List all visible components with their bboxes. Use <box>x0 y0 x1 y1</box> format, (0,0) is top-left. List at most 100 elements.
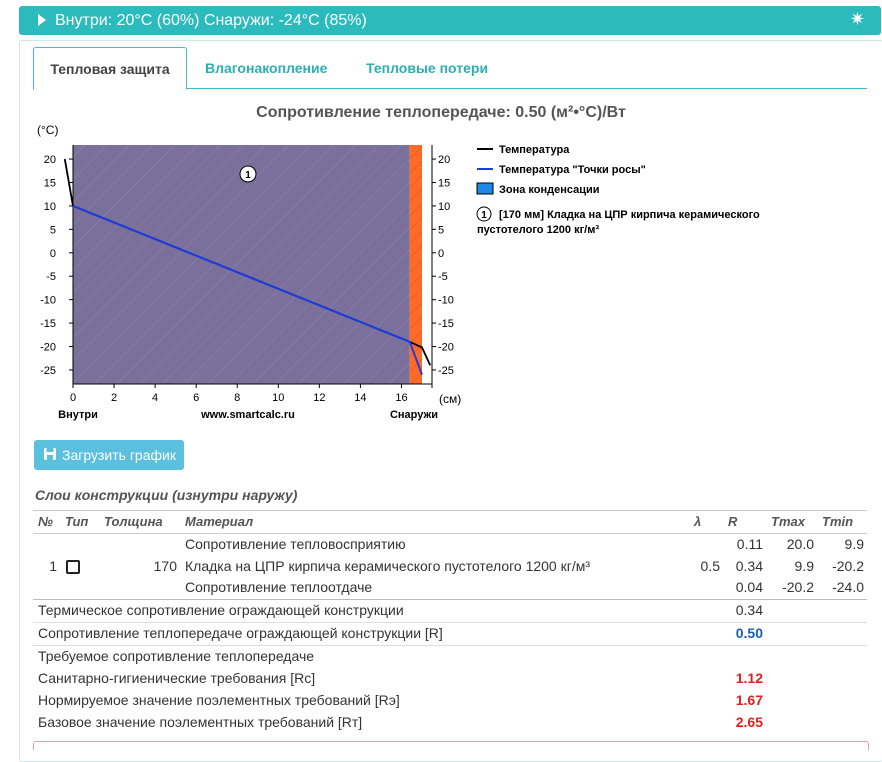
row-thickness: 170 <box>153 558 177 574</box>
x-tick-label: 2 <box>111 392 117 404</box>
col-r: R <box>728 514 738 529</box>
col-lambda: λ <box>694 514 702 529</box>
conditions-title: Внутри: 20°C (60%) Снаружи: -24°C (85%) <box>55 12 367 29</box>
x-tick-label: 14 <box>354 392 366 404</box>
y-tick-label-right: 10 <box>438 201 450 213</box>
tab-bar: Тепловая защита Влагонакопление Тепловые… <box>33 47 867 90</box>
summary-value: 0.34 <box>735 602 763 618</box>
summary-label: Термическое сопротивление ограждающей ко… <box>38 602 404 618</box>
row-tmax: 20.0 <box>786 536 814 552</box>
summary-label: Санитарно-гигиенические требования [Rc] <box>38 670 316 686</box>
download-icon <box>44 448 56 460</box>
row-num: 1 <box>49 558 57 574</box>
row-material: Сопротивление тепловосприятию <box>185 536 406 552</box>
y-tick-label-right: -5 <box>438 271 448 283</box>
y-axis-label: (°С) <box>37 123 58 137</box>
condensation-zone <box>409 145 422 384</box>
legend-label: Температура "Точки росы" <box>499 164 646 176</box>
y-tick-label: 15 <box>44 177 56 189</box>
col-type: Тип <box>65 514 89 529</box>
x-tick-label: 8 <box>234 392 240 404</box>
x-axis-label: (см) <box>439 392 461 406</box>
summary-value: 0.50 <box>735 625 763 641</box>
tab-moisture[interactable]: Влагонакопление <box>205 60 328 76</box>
layers-section-title: Слои конструкции (изнутри наружу) <box>35 487 298 503</box>
row-material: Сопротивление теплоотдаче <box>185 579 373 595</box>
y-tick-label: 10 <box>44 201 56 213</box>
download-chart-button[interactable]: Загрузить график <box>34 440 184 470</box>
expand-triangle-icon[interactable] <box>38 14 46 26</box>
y-tick-label-right: -10 <box>438 295 454 307</box>
col-tmax: Tmax <box>771 514 805 529</box>
chart-title: Сопротивление теплопередаче: 0.50 (м²•°С… <box>256 104 626 121</box>
inside-label: Внутри <box>58 409 98 421</box>
row-r: 0.34 <box>735 558 763 574</box>
divider <box>33 599 867 600</box>
summary-value: 1.67 <box>735 692 763 708</box>
y-tick-label-right: -25 <box>438 365 454 377</box>
summary-label: Базовое значение поэлементных требований… <box>38 714 363 730</box>
legend-label: [170 мм] Кладка на ЦПР кирпича керамичес… <box>499 209 760 221</box>
layer-marker-circle <box>239 165 257 183</box>
y-tick-label: 0 <box>50 248 56 260</box>
tab-thermal-protection[interactable]: Тепловая защита <box>33 47 187 90</box>
row-tmax: 9.9 <box>794 558 814 574</box>
legend-swatch <box>476 182 494 195</box>
y-tick-label-right: -15 <box>438 318 454 330</box>
y-tick-label: -5 <box>46 271 56 283</box>
legend-label: Зона конденсации <box>499 184 600 196</box>
legend-label: Температура <box>499 144 570 156</box>
x-tick-label: 6 <box>193 392 199 404</box>
gear-icon[interactable]: ✷ <box>849 9 865 29</box>
divider <box>33 645 867 646</box>
row-tmin: -24.0 <box>832 579 864 595</box>
download-button-label: Загрузить график <box>62 447 176 463</box>
outside-label: Снаружи <box>390 409 438 421</box>
x-tick-label: 12 <box>313 392 325 404</box>
col-tmin: Tmin <box>822 514 854 529</box>
col-material: Материал <box>185 514 254 529</box>
material-layer <box>73 145 410 384</box>
col-thickness: Толщина <box>104 514 163 529</box>
table-header: № Тип Толщина Материал λ R Tmax Tmin <box>33 510 867 534</box>
conditions-bar[interactable]: Внутри: 20°C (60%) Снаружи: -24°C (85%) … <box>19 6 881 35</box>
row-material[interactable]: Кладка на ЦПР кирпича керамического пуст… <box>185 558 591 574</box>
y-tick-label: -25 <box>40 365 56 377</box>
row-tmax: -20.2 <box>782 579 814 595</box>
y-tick-label-right: 5 <box>438 224 444 236</box>
y-tick-label-right: -20 <box>438 342 454 354</box>
watermark: www.smartcalc.ru <box>200 409 295 421</box>
legend-label: пустотелого 1200 кг/м³ <box>477 224 599 236</box>
y-tick-label: -10 <box>40 295 56 307</box>
dew-point-line <box>72 204 423 375</box>
row-r: 0.11 <box>736 536 763 552</box>
legend-marker-circle <box>476 206 492 222</box>
y-tick-label-right: 20 <box>438 154 450 166</box>
layer-type-checkbox[interactable] <box>66 560 80 574</box>
row-r: 0.04 <box>735 579 763 595</box>
divider <box>33 622 867 623</box>
y-tick-label: -15 <box>40 318 56 330</box>
x-tick-label: 4 <box>152 392 158 404</box>
summary-label: Сопротивление теплопередаче ограждающей … <box>38 625 443 641</box>
y-tick-label: 20 <box>44 154 56 166</box>
summary-label: Требуемое сопротивление теплопередаче <box>38 648 315 664</box>
y-tick-label-right: 15 <box>438 177 450 189</box>
legend-marker-label: 1 <box>481 210 487 221</box>
x-tick-label: 16 <box>395 392 407 404</box>
summary-label: Нормируемое значение поэлементных требов… <box>38 692 400 708</box>
summary-value: 1.12 <box>735 670 763 686</box>
y-tick-label: -20 <box>40 342 56 354</box>
row-tmin: 9.9 <box>844 536 864 552</box>
y-tick-label-right: 0 <box>438 248 444 260</box>
tab-heat-loss[interactable]: Тепловые потери <box>366 60 489 76</box>
x-tick-label: 0 <box>70 392 76 404</box>
layer-marker-label: 1 <box>245 170 251 181</box>
col-num: № <box>38 514 53 529</box>
x-tick-label: 10 <box>272 392 284 404</box>
row-lambda: 0.5 <box>700 558 720 574</box>
y-tick-label: 5 <box>50 224 56 236</box>
row-tmin: -20.2 <box>832 558 864 574</box>
summary-value: 2.65 <box>735 714 763 730</box>
